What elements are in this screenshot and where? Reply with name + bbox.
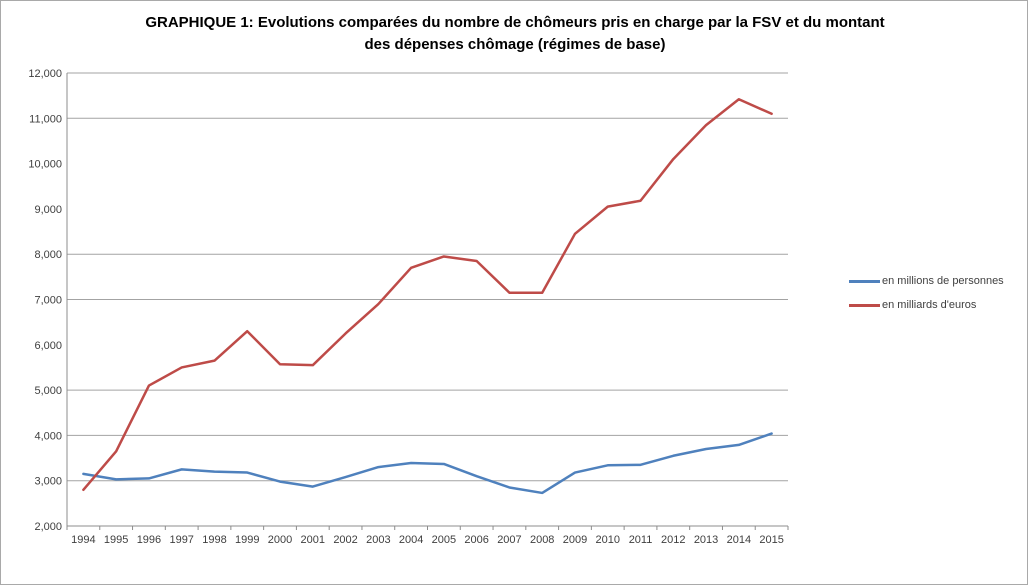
y-axis-label: 7,000 [34,295,62,307]
legend-item-euros: en milliards d'euros [849,293,1004,317]
x-axis-label: 2006 [464,534,488,546]
x-axis-label: 1994 [71,534,95,546]
x-axis-label: 1996 [137,534,161,546]
x-axis-label: 1997 [169,534,193,546]
legend-line-swatch-persons [849,279,880,283]
chart-title-line2: des dépenses chômage (régimes de base) [364,36,666,53]
legend-label-euros: en milliards d'euros [882,299,977,311]
legend-label-persons: en millions de personnes [882,275,1004,287]
x-axis-label: 2002 [333,534,357,546]
chart-legend: en millions de personnes en milliards d'… [849,269,1004,317]
x-axis-label: 2005 [432,534,456,546]
y-axis-label: 5,000 [34,385,62,397]
chart-title-line1: GRAPHIQUE 1: Evolutions comparées du nom… [145,14,885,31]
x-axis-label: 2008 [530,534,554,546]
x-axis-label: 2009 [563,534,587,546]
x-axis-label: 2013 [694,534,718,546]
legend-item-persons: en millions de personnes [849,269,1004,293]
x-axis-label: 2007 [497,534,521,546]
y-axis-label: 2,000 [34,521,62,533]
y-axis-label: 3,000 [34,476,62,488]
y-axis-label: 12,000 [28,68,62,80]
x-axis-label: 2003 [366,534,390,546]
y-axis-label: 11,000 [29,113,62,125]
x-axis-label: 2014 [727,534,751,546]
x-axis-label: 2015 [759,534,783,546]
x-axis-label: 1995 [104,534,128,546]
x-axis-label: 1998 [202,534,226,546]
x-axis-label: 1999 [235,534,259,546]
y-axis-label: 9,000 [34,204,62,216]
y-axis-label: 10,000 [28,159,62,171]
x-axis-label: 2011 [629,534,653,546]
series-line-milliards-euros [82,98,773,492]
x-axis-label: 2010 [596,534,620,546]
x-axis-label: 2000 [268,534,292,546]
series-line-millions-personnes [82,432,773,495]
chart-title: GRAPHIQUE 1: Evolutions comparées du nom… [1,12,1028,56]
x-axis-label: 2004 [399,534,423,546]
legend-line-swatch-euros [849,303,880,307]
y-axis-label: 8,000 [34,249,62,261]
y-axis-label: 4,000 [34,430,62,442]
x-axis-label: 2001 [301,534,325,546]
y-axis-label: 6,000 [34,340,62,352]
x-axis-label: 2012 [661,534,685,546]
